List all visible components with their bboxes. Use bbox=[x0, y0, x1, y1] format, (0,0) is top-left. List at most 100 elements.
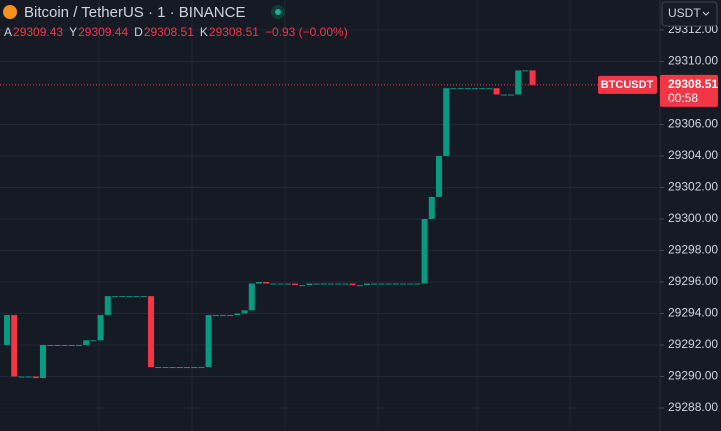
y-tick-label: 29294.00 bbox=[668, 306, 718, 320]
y-tick-label: 29300.00 bbox=[668, 211, 718, 225]
candle bbox=[292, 283, 298, 286]
y-tick-label: 29304.00 bbox=[668, 148, 718, 162]
candle bbox=[299, 285, 306, 287]
candle bbox=[486, 88, 493, 90]
candle bbox=[450, 88, 457, 90]
chevron bbox=[702, 11, 710, 16]
y-tick-label: 29296.00 bbox=[668, 274, 718, 288]
candle bbox=[198, 367, 205, 369]
symbol-tag-label: BTCUSDT bbox=[601, 79, 654, 91]
symbol-title[interactable]: Bitcoin / TetherUS · 1 · BINANCE bbox=[24, 4, 245, 21]
candle bbox=[83, 340, 90, 345]
v-grid bbox=[98, 0, 571, 431]
ohlc-legend: A 29309.43 Y 29309.44 D 29308.51 K 29308.51 −0.9… bbox=[4, 25, 348, 39]
candle bbox=[263, 281, 270, 284]
candle bbox=[407, 283, 414, 285]
y-tick-label: 29288.00 bbox=[668, 400, 718, 414]
candle bbox=[428, 196, 435, 219]
y-tick-label: 29306.00 bbox=[668, 117, 718, 131]
candle bbox=[457, 88, 464, 90]
symbol-tag bbox=[598, 75, 657, 94]
candle bbox=[191, 367, 198, 369]
candle bbox=[25, 376, 32, 378]
candle bbox=[522, 70, 529, 72]
candle bbox=[61, 344, 68, 346]
y-tick-label: 29310.00 bbox=[668, 54, 718, 68]
candle bbox=[378, 283, 385, 285]
candle bbox=[313, 283, 320, 285]
candle bbox=[18, 376, 25, 378]
candles bbox=[4, 70, 536, 379]
candle bbox=[112, 296, 118, 298]
candle bbox=[500, 94, 507, 96]
candle bbox=[32, 376, 39, 379]
candle bbox=[4, 315, 10, 345]
candle bbox=[220, 315, 226, 317]
candle bbox=[248, 283, 255, 311]
candle bbox=[212, 315, 219, 317]
ohlc-value: 29308.51 bbox=[144, 25, 194, 39]
candle bbox=[320, 283, 327, 285]
candle bbox=[184, 367, 190, 369]
candle bbox=[270, 283, 277, 285]
candle bbox=[205, 315, 212, 368]
y-tick-label: 29298.00 bbox=[668, 243, 718, 257]
candle bbox=[479, 88, 486, 90]
ohlc-label: D bbox=[134, 25, 143, 39]
candle bbox=[241, 310, 248, 314]
candle bbox=[90, 340, 97, 342]
ohlc-label: Y bbox=[69, 25, 77, 39]
candle bbox=[371, 283, 378, 285]
candle bbox=[392, 283, 399, 285]
candle bbox=[104, 296, 111, 316]
y-tick-label: 29290.00 bbox=[668, 369, 718, 383]
candle bbox=[421, 218, 428, 284]
candle bbox=[162, 367, 169, 369]
candle bbox=[227, 315, 234, 317]
candle bbox=[40, 344, 46, 379]
y-tick-label: 29302.00 bbox=[668, 180, 718, 194]
candle bbox=[529, 70, 536, 85]
candle bbox=[176, 367, 183, 369]
candle bbox=[364, 283, 370, 286]
ohlc-label: K bbox=[200, 25, 208, 39]
candle bbox=[306, 283, 313, 286]
candle bbox=[464, 88, 471, 90]
ohlc-value: 29309.43 bbox=[13, 25, 63, 39]
candle bbox=[356, 285, 363, 287]
grid bbox=[0, 29, 660, 409]
candle bbox=[342, 283, 349, 285]
candle bbox=[328, 283, 334, 285]
candle bbox=[47, 344, 54, 346]
candle bbox=[119, 296, 126, 298]
ohlc-label: A bbox=[4, 25, 12, 39]
currency-label: USDT bbox=[668, 6, 701, 20]
candle bbox=[256, 281, 262, 284]
ohlc-change: −0.93 (−0.00%) bbox=[265, 25, 348, 39]
coin-logo bbox=[3, 5, 17, 19]
header: Bitcoin / TetherUS · 1 · BINANCE A 29309.… bbox=[3, 1, 718, 39]
candle bbox=[68, 344, 75, 346]
candle bbox=[443, 88, 450, 156]
status-dot bbox=[275, 9, 281, 15]
candle bbox=[335, 283, 342, 285]
candle bbox=[277, 283, 284, 285]
candle bbox=[284, 283, 291, 285]
candle bbox=[508, 94, 514, 96]
candle bbox=[493, 88, 500, 95]
y-tick-label: 29292.00 bbox=[668, 337, 718, 351]
candle bbox=[400, 283, 406, 285]
candle bbox=[97, 315, 104, 341]
candle bbox=[385, 283, 392, 285]
candle bbox=[349, 283, 356, 286]
price-tag-value: 29308.51 bbox=[668, 77, 718, 91]
candle bbox=[148, 296, 154, 368]
countdown: 00:58 bbox=[668, 91, 698, 105]
price-tag bbox=[660, 74, 718, 107]
currency-button[interactable] bbox=[661, 1, 718, 27]
candle bbox=[76, 344, 82, 346]
